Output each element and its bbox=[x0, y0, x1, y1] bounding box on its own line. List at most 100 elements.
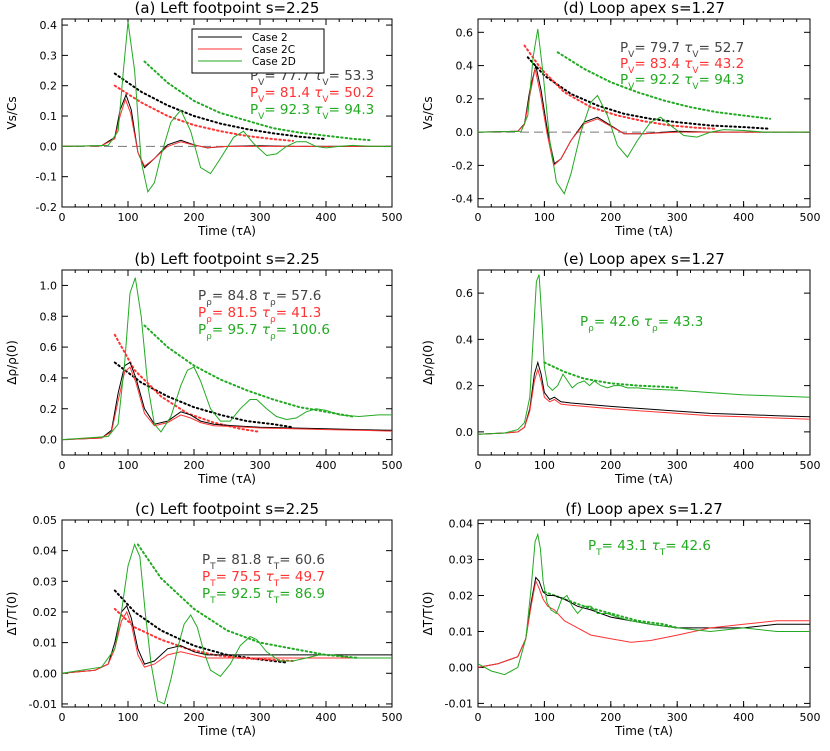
annotation-symbol: P bbox=[588, 538, 596, 554]
y-tick-label: 0.2 bbox=[40, 80, 58, 93]
annotation-symbol: τ bbox=[314, 85, 323, 101]
annotation-symbol: τ bbox=[262, 305, 271, 321]
x-tick-label: 100 bbox=[534, 711, 555, 724]
fit-annotation: PT= 81.8 τT= 60.6 bbox=[202, 552, 325, 572]
fit-annotation: PV= 92.2 τV= 94.3 bbox=[620, 72, 744, 92]
fit-curve-case-2 bbox=[113, 361, 294, 429]
panel-title: (a) Left footpoint s=2.25 bbox=[135, 0, 320, 17]
y-tick-label: 0.4 bbox=[40, 372, 58, 385]
fit-curve-case-2c bbox=[113, 84, 294, 142]
annotation-value: = 43.1 bbox=[602, 538, 652, 554]
y-tick-label: 1.0 bbox=[40, 279, 58, 292]
annotation-subscript: T bbox=[273, 562, 280, 572]
annotation-subscript: ρ bbox=[270, 315, 276, 325]
x-tick-label: 400 bbox=[733, 211, 754, 224]
legend-label: Case 2D bbox=[252, 56, 296, 68]
annotation-subscript: ρ bbox=[588, 324, 594, 334]
annotation-subscript: T bbox=[209, 579, 216, 589]
annotation-value: = 81.5 bbox=[212, 305, 262, 321]
x-axis-label: Time (τA) bbox=[614, 472, 673, 486]
annotation-value: = 60.6 bbox=[279, 552, 325, 568]
x-tick-label: 500 bbox=[382, 711, 403, 724]
plot-frame bbox=[477, 18, 811, 208]
y-tick-label: 0.3 bbox=[40, 49, 58, 62]
plot-frame bbox=[477, 519, 811, 708]
fit-annotation: PV= 83.4 τV= 43.2 bbox=[620, 56, 744, 76]
annotation-symbol: τ bbox=[684, 72, 693, 88]
x-tick-label: 100 bbox=[534, 211, 555, 224]
y-axis-label: ΔT/T(0) bbox=[5, 592, 19, 636]
fit-curve-case-2d bbox=[143, 324, 354, 418]
x-axis-label: Time (τA) bbox=[614, 724, 673, 738]
annotation-subscript: ρ bbox=[270, 332, 276, 342]
annotation-symbol: P bbox=[250, 85, 258, 101]
y-axis-label: Vs/Cs bbox=[5, 96, 19, 129]
annotation-value: = 57.6 bbox=[276, 288, 322, 304]
fit-annotation: PV= 92.3 τV= 94.3 bbox=[250, 102, 374, 122]
annotation-symbol: τ bbox=[644, 314, 653, 330]
y-tick-label: 0.4 bbox=[456, 333, 474, 346]
series-line-case-2 bbox=[62, 361, 392, 441]
annotation-symbol: τ bbox=[684, 40, 693, 56]
x-tick-label: 400 bbox=[316, 459, 337, 472]
annotation-symbol: τ bbox=[262, 322, 271, 338]
y-tick-label: 0.2 bbox=[456, 93, 474, 106]
plot-frame bbox=[61, 519, 393, 708]
y-tick-label: 0.0 bbox=[456, 126, 474, 139]
x-tick-label: 500 bbox=[382, 459, 403, 472]
annotation-symbol: τ bbox=[266, 586, 275, 602]
annotation-value: = 53.3 bbox=[329, 68, 375, 84]
x-tick-label: 300 bbox=[250, 459, 271, 472]
annotation-value: = 84.8 bbox=[212, 288, 262, 304]
y-axis-label: Δρ/ρ(0) bbox=[5, 340, 19, 384]
annotation-subscript: ρ bbox=[206, 298, 212, 308]
annotation-value: = 81.4 bbox=[264, 85, 314, 101]
fit-curve-case-2 bbox=[113, 72, 327, 141]
annotation-symbol: P bbox=[202, 569, 210, 585]
y-tick-label: 0.03 bbox=[33, 575, 58, 588]
annotation-symbol: τ bbox=[262, 288, 271, 304]
annotation-subscript: V bbox=[258, 78, 265, 88]
annotation-value: = 79.7 bbox=[634, 40, 684, 56]
panel-title: (f) Loop apex s=1.27 bbox=[565, 500, 723, 518]
series-line-case-2d bbox=[62, 277, 392, 441]
y-tick-label: 0.02 bbox=[449, 590, 474, 603]
annotation-value: = 52.7 bbox=[699, 40, 745, 56]
plot-frame bbox=[477, 269, 811, 456]
x-tick-label: 200 bbox=[184, 459, 205, 472]
series-line-case-2c bbox=[478, 68, 810, 167]
x-tick-label: 300 bbox=[667, 459, 688, 472]
y-axis-label: Δρ/ρ(0) bbox=[421, 340, 435, 384]
x-axis-label: Time (τA) bbox=[197, 224, 256, 238]
annotation-value: = 43.3 bbox=[658, 314, 704, 330]
y-axis-label: Vs/Cs bbox=[421, 96, 435, 129]
fit-annotation: Pρ= 42.6 τρ= 43.3 bbox=[580, 314, 703, 334]
annotation-subscript: V bbox=[692, 82, 699, 92]
panel-title: (e) Loop apex s=1.27 bbox=[563, 250, 725, 268]
y-tick-label: 0.1 bbox=[40, 110, 58, 123]
y-tick-label: -0.2 bbox=[452, 159, 473, 172]
fit-curve-case-2d bbox=[543, 590, 679, 629]
x-tick-label: 400 bbox=[733, 711, 754, 724]
annotation-value: = 94.3 bbox=[329, 102, 375, 118]
series-line-case-2d bbox=[478, 532, 810, 676]
annotation-subscript: V bbox=[258, 95, 265, 105]
panel-title: (b) Left footpoint s=2.25 bbox=[134, 250, 319, 268]
series-line-case-2 bbox=[478, 360, 810, 435]
annotation-value: = 81.8 bbox=[216, 552, 266, 568]
y-tick-label: 0.02 bbox=[33, 606, 58, 619]
annotation-subscript: T bbox=[273, 579, 280, 589]
x-tick-label: 0 bbox=[59, 211, 66, 224]
x-tick-label: 200 bbox=[600, 211, 621, 224]
x-tick-label: 200 bbox=[600, 459, 621, 472]
annotation-symbol: P bbox=[620, 56, 628, 72]
fit-annotation: PV= 81.4 τV= 50.2 bbox=[250, 85, 374, 105]
annotation-symbol: τ bbox=[684, 56, 693, 72]
panel-c: (c) Left footpoint s=2.25 0 100 200 300 400 50… bbox=[5, 500, 403, 738]
y-tick-label: 0.2 bbox=[456, 380, 474, 393]
annotation-value: = 86.9 bbox=[279, 586, 325, 602]
y-tick-label: 0.4 bbox=[40, 19, 58, 32]
annotation-symbol: P bbox=[202, 586, 210, 602]
series-line-case-2d bbox=[62, 21, 392, 193]
series-line-case-2c bbox=[62, 366, 392, 441]
